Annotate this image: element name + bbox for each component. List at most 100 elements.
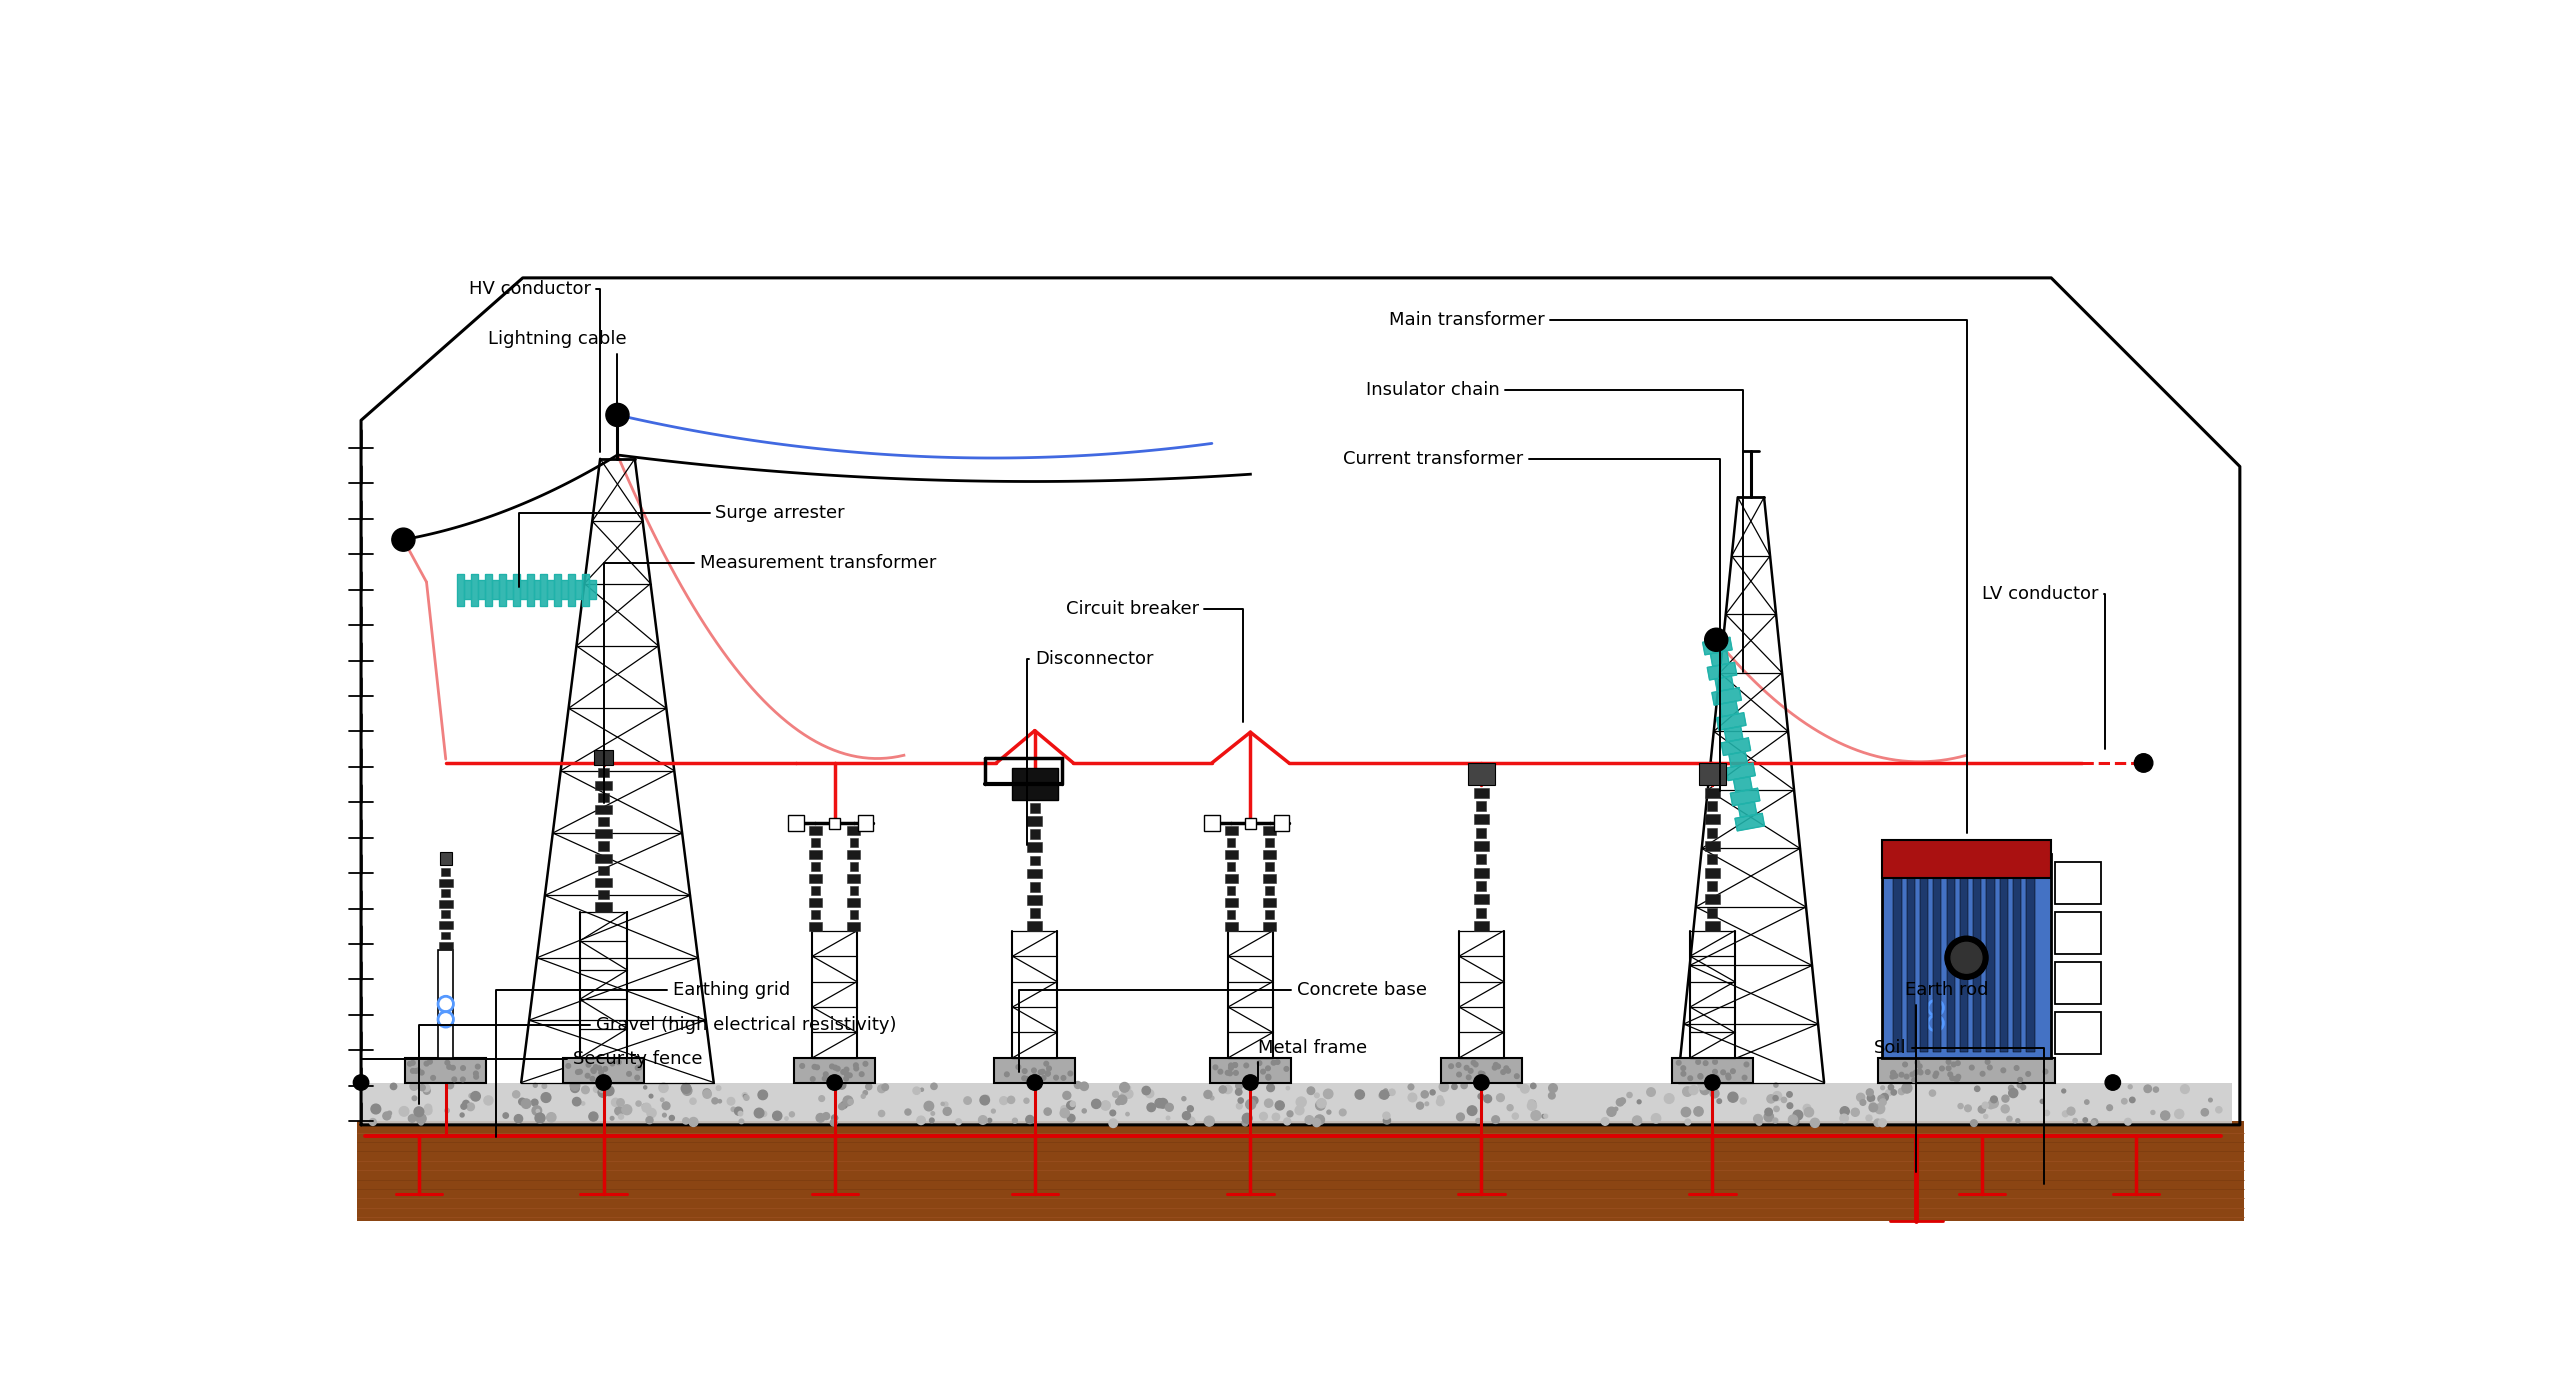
Circle shape — [1964, 1104, 1971, 1111]
Circle shape — [1001, 1096, 1009, 1104]
Circle shape — [1183, 1096, 1185, 1100]
Circle shape — [1116, 1099, 1121, 1104]
Circle shape — [1708, 1078, 1713, 1082]
Circle shape — [1021, 1068, 1027, 1074]
Circle shape — [1083, 1109, 1085, 1113]
Circle shape — [1142, 1086, 1149, 1095]
Circle shape — [2015, 1065, 2020, 1071]
Bar — [1027, 921, 1042, 931]
Circle shape — [1513, 1113, 1518, 1120]
Bar — [1708, 828, 1718, 837]
Circle shape — [860, 1072, 863, 1076]
Bar — [440, 868, 451, 877]
Circle shape — [445, 1109, 448, 1113]
Circle shape — [1339, 1109, 1347, 1116]
Circle shape — [2112, 1083, 2117, 1090]
Bar — [1265, 837, 1275, 847]
Circle shape — [1469, 1068, 1472, 1074]
Bar — [2056, 911, 2102, 953]
Circle shape — [1060, 1109, 1070, 1117]
Bar — [1946, 860, 1956, 1051]
Circle shape — [1682, 1086, 1692, 1096]
Bar — [1705, 895, 1720, 905]
Bar — [1894, 1058, 1976, 1082]
Circle shape — [614, 1107, 622, 1116]
Circle shape — [1044, 1071, 1050, 1076]
Circle shape — [2173, 1110, 2184, 1118]
Bar — [1928, 958, 1943, 1058]
Bar — [1262, 898, 1277, 907]
Circle shape — [1457, 1113, 1464, 1121]
Bar — [440, 910, 451, 918]
Circle shape — [865, 1083, 873, 1090]
Circle shape — [371, 1104, 381, 1114]
Circle shape — [1987, 1060, 1989, 1064]
Circle shape — [543, 1083, 548, 1089]
Bar — [2056, 1012, 2102, 1054]
Circle shape — [1188, 1106, 1193, 1111]
Circle shape — [1892, 1071, 1894, 1075]
Bar — [1029, 907, 1039, 917]
Circle shape — [571, 1081, 579, 1090]
Circle shape — [617, 1060, 622, 1064]
Circle shape — [1313, 1093, 1318, 1097]
Circle shape — [609, 1117, 614, 1120]
Circle shape — [758, 1090, 768, 1100]
Circle shape — [1810, 1118, 1820, 1127]
Circle shape — [1272, 1113, 1280, 1121]
Bar — [1933, 884, 1940, 891]
Bar — [1475, 921, 1490, 931]
Circle shape — [591, 1068, 596, 1072]
Circle shape — [2002, 1104, 2010, 1113]
Circle shape — [1987, 1102, 1994, 1109]
Circle shape — [689, 1117, 699, 1127]
Polygon shape — [1728, 752, 1748, 768]
Circle shape — [1731, 1069, 1736, 1074]
Circle shape — [1011, 1118, 1016, 1123]
Circle shape — [1380, 1090, 1388, 1099]
Circle shape — [1697, 1074, 1702, 1078]
Circle shape — [2084, 1100, 2089, 1104]
Polygon shape — [492, 580, 499, 600]
Polygon shape — [1738, 802, 1756, 818]
Circle shape — [1242, 1113, 1252, 1123]
Circle shape — [474, 1071, 479, 1076]
Circle shape — [1229, 1065, 1234, 1071]
Circle shape — [837, 1081, 845, 1089]
Circle shape — [1226, 1071, 1229, 1075]
Circle shape — [1308, 1088, 1316, 1095]
Circle shape — [812, 1076, 814, 1082]
Circle shape — [1027, 1075, 1042, 1090]
Bar — [599, 769, 609, 777]
Circle shape — [740, 1120, 745, 1124]
Circle shape — [904, 1109, 911, 1116]
Circle shape — [1385, 1089, 1388, 1093]
Circle shape — [520, 1099, 525, 1106]
Circle shape — [1047, 1067, 1052, 1071]
Bar — [1920, 860, 1928, 1051]
Circle shape — [1426, 1102, 1428, 1106]
Circle shape — [819, 1096, 824, 1102]
Circle shape — [1956, 1075, 1961, 1079]
Bar — [1265, 886, 1275, 895]
Bar — [1930, 868, 1943, 881]
Polygon shape — [484, 573, 492, 605]
Bar — [599, 842, 609, 850]
Circle shape — [2161, 1111, 2168, 1118]
Bar — [1441, 1058, 1521, 1082]
Circle shape — [832, 1114, 837, 1121]
Circle shape — [1024, 1099, 1029, 1103]
Circle shape — [663, 1102, 671, 1110]
Circle shape — [755, 1109, 763, 1118]
Circle shape — [1841, 1114, 1848, 1123]
Circle shape — [2074, 1118, 2076, 1123]
Circle shape — [579, 1069, 581, 1074]
Circle shape — [840, 1102, 847, 1109]
Bar — [1224, 921, 1236, 931]
Circle shape — [392, 528, 415, 551]
Circle shape — [1917, 1069, 1923, 1074]
Circle shape — [466, 1103, 474, 1110]
Circle shape — [1702, 1061, 1708, 1065]
Circle shape — [1265, 1067, 1270, 1071]
Circle shape — [1971, 1120, 1976, 1127]
